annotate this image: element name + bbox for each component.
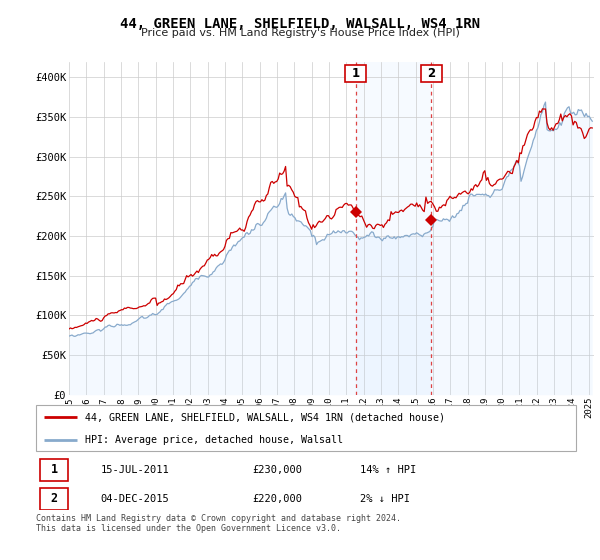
Text: 44, GREEN LANE, SHELFIELD, WALSALL, WS4 1RN: 44, GREEN LANE, SHELFIELD, WALSALL, WS4 … [120,17,480,31]
Text: HPI: Average price, detached house, Walsall: HPI: Average price, detached house, Wals… [85,435,343,445]
FancyBboxPatch shape [421,65,442,82]
Text: 44, GREEN LANE, SHELFIELD, WALSALL, WS4 1RN (detached house): 44, GREEN LANE, SHELFIELD, WALSALL, WS4 … [85,412,445,422]
Text: 1: 1 [51,463,58,476]
FancyBboxPatch shape [36,405,576,451]
Text: 2: 2 [51,492,58,505]
Text: £220,000: £220,000 [252,493,302,503]
Text: £230,000: £230,000 [252,465,302,474]
Text: Contains HM Land Registry data © Crown copyright and database right 2024.
This d: Contains HM Land Registry data © Crown c… [36,514,401,534]
Text: 1: 1 [352,67,359,80]
FancyBboxPatch shape [345,65,366,82]
Text: Price paid vs. HM Land Registry's House Price Index (HPI): Price paid vs. HM Land Registry's House … [140,28,460,38]
Text: 14% ↑ HPI: 14% ↑ HPI [360,465,416,474]
Text: 15-JUL-2011: 15-JUL-2011 [101,465,170,474]
Bar [356,62,431,395]
Text: 2% ↓ HPI: 2% ↓ HPI [360,493,410,503]
Text: 2: 2 [427,67,436,80]
FancyBboxPatch shape [40,459,68,480]
FancyBboxPatch shape [40,488,68,510]
Text: 04-DEC-2015: 04-DEC-2015 [101,493,170,503]
